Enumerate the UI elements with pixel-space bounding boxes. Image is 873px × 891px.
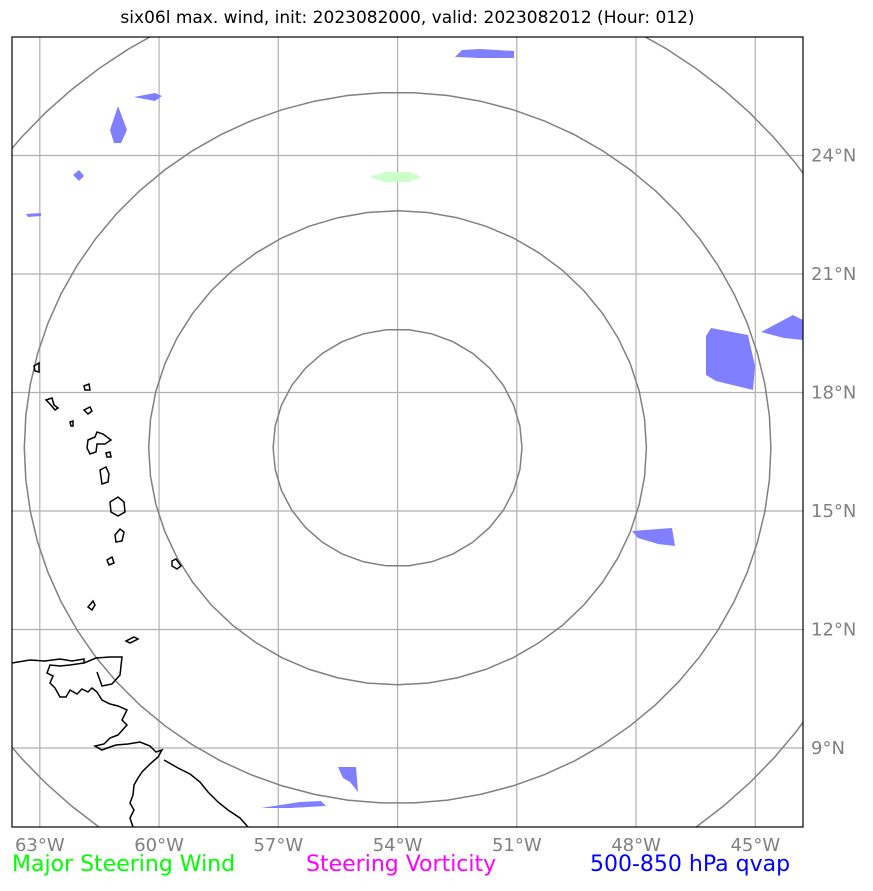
qvap-patch <box>455 49 514 58</box>
legend-steering-wind: Major Steering Wind <box>12 852 236 877</box>
graticule <box>12 37 803 827</box>
map-frame <box>11 36 804 828</box>
island-outline <box>114 527 125 543</box>
latitude-tick-label: 24°N <box>811 146 856 167</box>
longitude-tick-label: 60°W <box>134 835 184 856</box>
longitude-labels: 63°W 60°W 57°W 54°W 51°W 48°W 45°W <box>15 835 780 856</box>
legend-steering-vorticity: Steering Vorticity <box>306 852 497 877</box>
island-outline <box>86 431 113 455</box>
island-outline <box>99 465 110 485</box>
mainland-coast <box>163 759 249 827</box>
longitude-tick-label: 54°W <box>373 835 423 856</box>
island-outline <box>109 496 126 517</box>
qvap-patch <box>261 801 326 808</box>
map-title: six06l max. wind, init: 2023082000, vali… <box>120 8 695 28</box>
island-outline <box>82 405 93 415</box>
longitude-tick-label: 45°W <box>730 835 780 856</box>
mainland-coast <box>12 658 164 827</box>
qvap-patch <box>26 213 41 217</box>
steering-wind-patch <box>370 172 422 182</box>
latitude-tick-label: 18°N <box>811 383 856 404</box>
coastlines <box>12 361 249 827</box>
island-outline <box>105 451 112 458</box>
mainland-coast <box>83 656 123 687</box>
longitude-tick-label: 51°W <box>492 835 542 856</box>
island-outline <box>124 636 140 644</box>
range-ring <box>272 329 523 567</box>
island-outline <box>86 599 96 612</box>
longitude-tick-label: 63°W <box>15 835 65 856</box>
qvap-patch <box>338 767 358 792</box>
island-outline <box>106 555 115 566</box>
latitude-tick-label: 15°N <box>811 501 856 522</box>
qvap-areas <box>26 49 803 808</box>
island-outline <box>69 419 74 427</box>
island-outline <box>83 382 91 391</box>
qvap-patch <box>761 315 803 340</box>
latitude-labels: 24°N 21°N 18°N 15°N 12°N 9°N <box>811 146 856 760</box>
qvap-patch <box>706 328 755 390</box>
longitude-tick-label: 48°W <box>611 835 661 856</box>
qvap-patch <box>134 93 162 101</box>
latitude-tick-label: 21°N <box>811 264 856 285</box>
latitude-tick-label: 9°N <box>811 738 845 759</box>
latitude-tick-label: 12°N <box>811 620 856 641</box>
qvap-patch <box>73 170 84 181</box>
qvap-patch <box>110 106 127 143</box>
legend-qvap: 500-850 hPa qvap <box>590 852 791 877</box>
range-ring <box>147 210 648 686</box>
qvap-patch <box>632 528 675 546</box>
island-outline <box>44 397 60 411</box>
island-outline <box>171 558 183 570</box>
longitude-tick-label: 57°W <box>253 835 303 856</box>
range-ring <box>23 91 772 804</box>
island-outline <box>33 361 40 373</box>
